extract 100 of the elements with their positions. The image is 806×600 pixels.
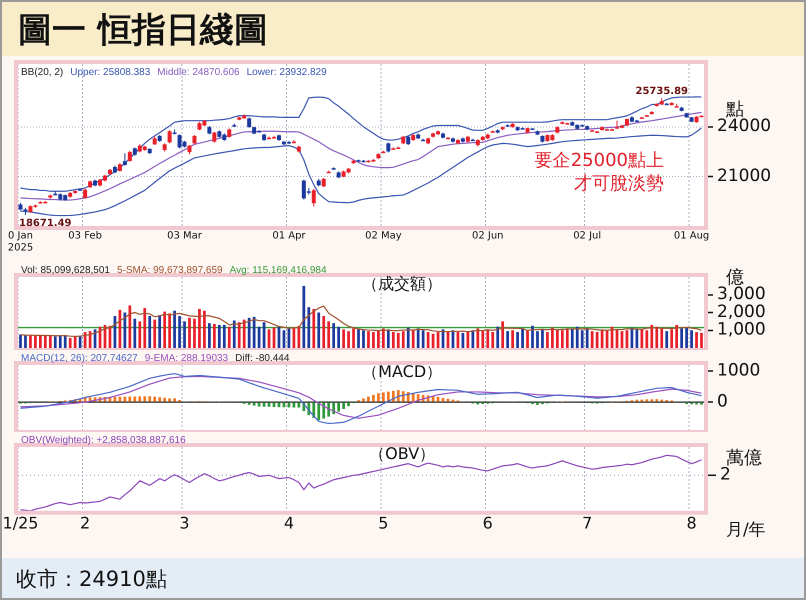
y-tick-label: 2,000	[717, 302, 766, 322]
y-tick-label: 1000	[717, 360, 760, 381]
candlestick	[212, 131, 216, 144]
bar	[680, 328, 683, 348]
bar	[626, 330, 628, 348]
text: Diff: -80.444	[235, 353, 290, 364]
bar	[362, 330, 365, 348]
bar	[268, 402, 270, 407]
bar	[68, 338, 72, 348]
bar	[168, 313, 171, 348]
bar	[665, 331, 668, 348]
bar	[193, 318, 196, 348]
bar	[173, 310, 176, 348]
bar	[481, 331, 484, 348]
chart-title: （成交額）	[362, 274, 442, 293]
bar	[84, 332, 86, 348]
bar	[596, 332, 598, 348]
annotation: Lower: 23932.829	[246, 67, 328, 78]
bar	[466, 332, 470, 348]
bar	[426, 332, 430, 348]
bar	[377, 330, 380, 348]
bar	[516, 332, 519, 348]
bar	[222, 324, 226, 348]
bar	[292, 328, 296, 348]
x-tick-label: 5	[378, 514, 388, 533]
bar	[148, 316, 152, 348]
bar	[645, 330, 648, 348]
x-tick-label: 1/25	[2, 514, 38, 533]
bar	[700, 332, 703, 348]
bar	[88, 331, 92, 348]
x-tick-label: 03 Mar	[167, 230, 203, 242]
bar	[546, 332, 549, 348]
candlestick	[192, 134, 196, 145]
bar	[337, 402, 340, 412]
y-tick-label: 0	[717, 392, 728, 412]
bar	[357, 329, 360, 348]
x-tick-label: 8	[686, 514, 697, 533]
bar	[262, 402, 266, 407]
x-tick-label: 03 Feb	[68, 230, 102, 242]
bar	[138, 321, 142, 348]
bar	[272, 402, 276, 408]
bar	[590, 331, 594, 348]
y-tick-label: 1,000	[717, 320, 766, 340]
x-tick-label: 2	[80, 514, 90, 533]
bar	[462, 332, 464, 348]
bar	[322, 316, 326, 348]
bar	[606, 330, 608, 348]
bar	[670, 329, 674, 348]
bar	[94, 329, 96, 348]
bar	[636, 328, 638, 348]
bar	[198, 308, 201, 348]
bar	[536, 331, 539, 348]
bar	[178, 316, 181, 348]
candlestick	[386, 142, 390, 153]
bar	[372, 394, 375, 402]
bar	[337, 326, 340, 348]
bar	[208, 323, 211, 348]
bar	[352, 328, 355, 348]
x-tick-label: 02 May	[365, 230, 402, 242]
text: MACD(12, 26): 207.74627	[21, 353, 138, 364]
bar	[153, 396, 156, 402]
x-tick-label: 0 Jan 2025	[8, 230, 34, 254]
text: OBV(Weighted): +2,858,038,887,616	[21, 435, 186, 446]
bar	[580, 330, 584, 348]
bar	[690, 330, 693, 348]
candlestick	[322, 178, 326, 188]
bar	[685, 328, 688, 348]
bar	[98, 326, 102, 348]
bar	[396, 332, 400, 348]
annotation: 才可脫淡勢	[574, 173, 664, 194]
x-tick-label: 01 Aug	[674, 230, 710, 242]
bar	[218, 324, 221, 348]
bar	[436, 332, 440, 348]
candlestick	[128, 150, 132, 162]
bar	[600, 329, 604, 348]
bar	[212, 324, 216, 348]
bar	[278, 326, 280, 348]
bar	[347, 331, 350, 348]
text: 5-SMA: 99,673,897,659	[116, 265, 224, 276]
bar	[114, 316, 116, 348]
bar	[446, 398, 450, 402]
bar	[506, 331, 510, 348]
bar	[168, 398, 171, 402]
bar	[332, 323, 336, 348]
x-tick-label: 6	[482, 514, 493, 533]
bar	[436, 396, 440, 402]
bar	[491, 332, 494, 348]
bar	[124, 396, 126, 402]
bar	[268, 329, 270, 348]
bar	[258, 326, 260, 348]
bar	[695, 332, 698, 348]
bar	[34, 336, 37, 348]
bar	[327, 321, 330, 348]
bar	[551, 328, 554, 348]
bar	[278, 402, 280, 408]
bar	[317, 312, 320, 348]
text: 9-EMA: 288.19033	[144, 353, 229, 364]
candlestick	[247, 117, 252, 128]
bar	[610, 326, 614, 348]
bar	[521, 328, 524, 348]
